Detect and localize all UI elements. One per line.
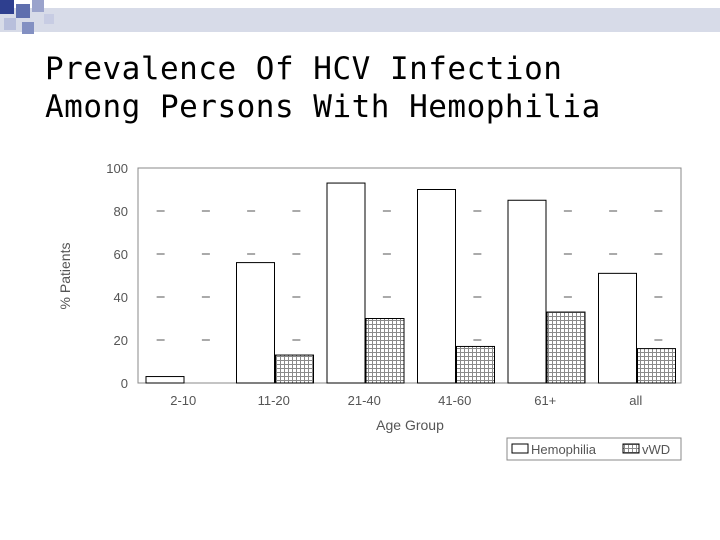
top-bar-stripe	[0, 8, 720, 32]
title-line-2: Among Persons With Hemophilia	[45, 89, 601, 125]
x-tick-label: 11-20	[258, 393, 290, 408]
legend-label-vwd: vWD	[642, 442, 670, 457]
slide-top-bar	[0, 0, 720, 34]
x-axis-label: Age Group	[376, 417, 444, 433]
top-bar-square-3	[32, 0, 44, 12]
top-bar-square-5	[22, 22, 34, 34]
x-tick-label: 21-40	[348, 393, 381, 408]
legend-swatch-hemophilia	[511, 443, 529, 454]
x-tick-label: 61+	[534, 393, 556, 408]
page-title: Prevalence Of HCV Infection Among Person…	[45, 50, 601, 126]
legend-label-hemophilia: Hemophilia	[531, 442, 597, 457]
legend-swatch-vwd	[622, 443, 640, 454]
y-tick-label: 100	[106, 161, 128, 176]
bar-hemophilia-61+	[507, 199, 547, 384]
y-tick-label: 20	[114, 333, 128, 348]
top-bar-square-6	[44, 14, 54, 24]
top-bar-square-2	[16, 4, 30, 18]
plot-area: 0 20 40 60 80 100 2-10 11-20 21-40 41-60 61+ all	[106, 161, 682, 408]
bar-hemophilia-11-20	[236, 262, 275, 384]
bar-hemophilia-41-60	[417, 189, 456, 384]
y-axis-label: % Patients	[57, 243, 73, 310]
top-bar-square-1	[0, 0, 14, 14]
title-line-1: Prevalence Of HCV Infection	[45, 51, 563, 87]
x-tick-label: 41-60	[438, 393, 471, 408]
bar-vwd-61+	[546, 311, 586, 384]
bar-vwd-11-20	[275, 354, 314, 384]
bar-hemophilia-21-40	[326, 182, 366, 384]
bar-hemophilia-2-10	[145, 376, 185, 384]
x-tick-label: 2-10	[170, 393, 196, 408]
plot-frame	[137, 167, 682, 384]
y-tick-label: 40	[114, 290, 128, 305]
bar-vwd-21-40	[365, 318, 405, 384]
y-tick-label: 80	[114, 204, 128, 219]
legend: Hemophilia vWD	[506, 437, 682, 461]
y-tick-label: 0	[121, 376, 128, 391]
bar-vwd-41-60	[456, 345, 495, 384]
top-bar-square-4	[4, 18, 16, 30]
x-tick-label: all	[629, 393, 642, 408]
bar-vwd-all	[637, 348, 676, 384]
y-tick-label: 60	[114, 247, 128, 262]
bar-hemophilia-all	[598, 272, 637, 384]
